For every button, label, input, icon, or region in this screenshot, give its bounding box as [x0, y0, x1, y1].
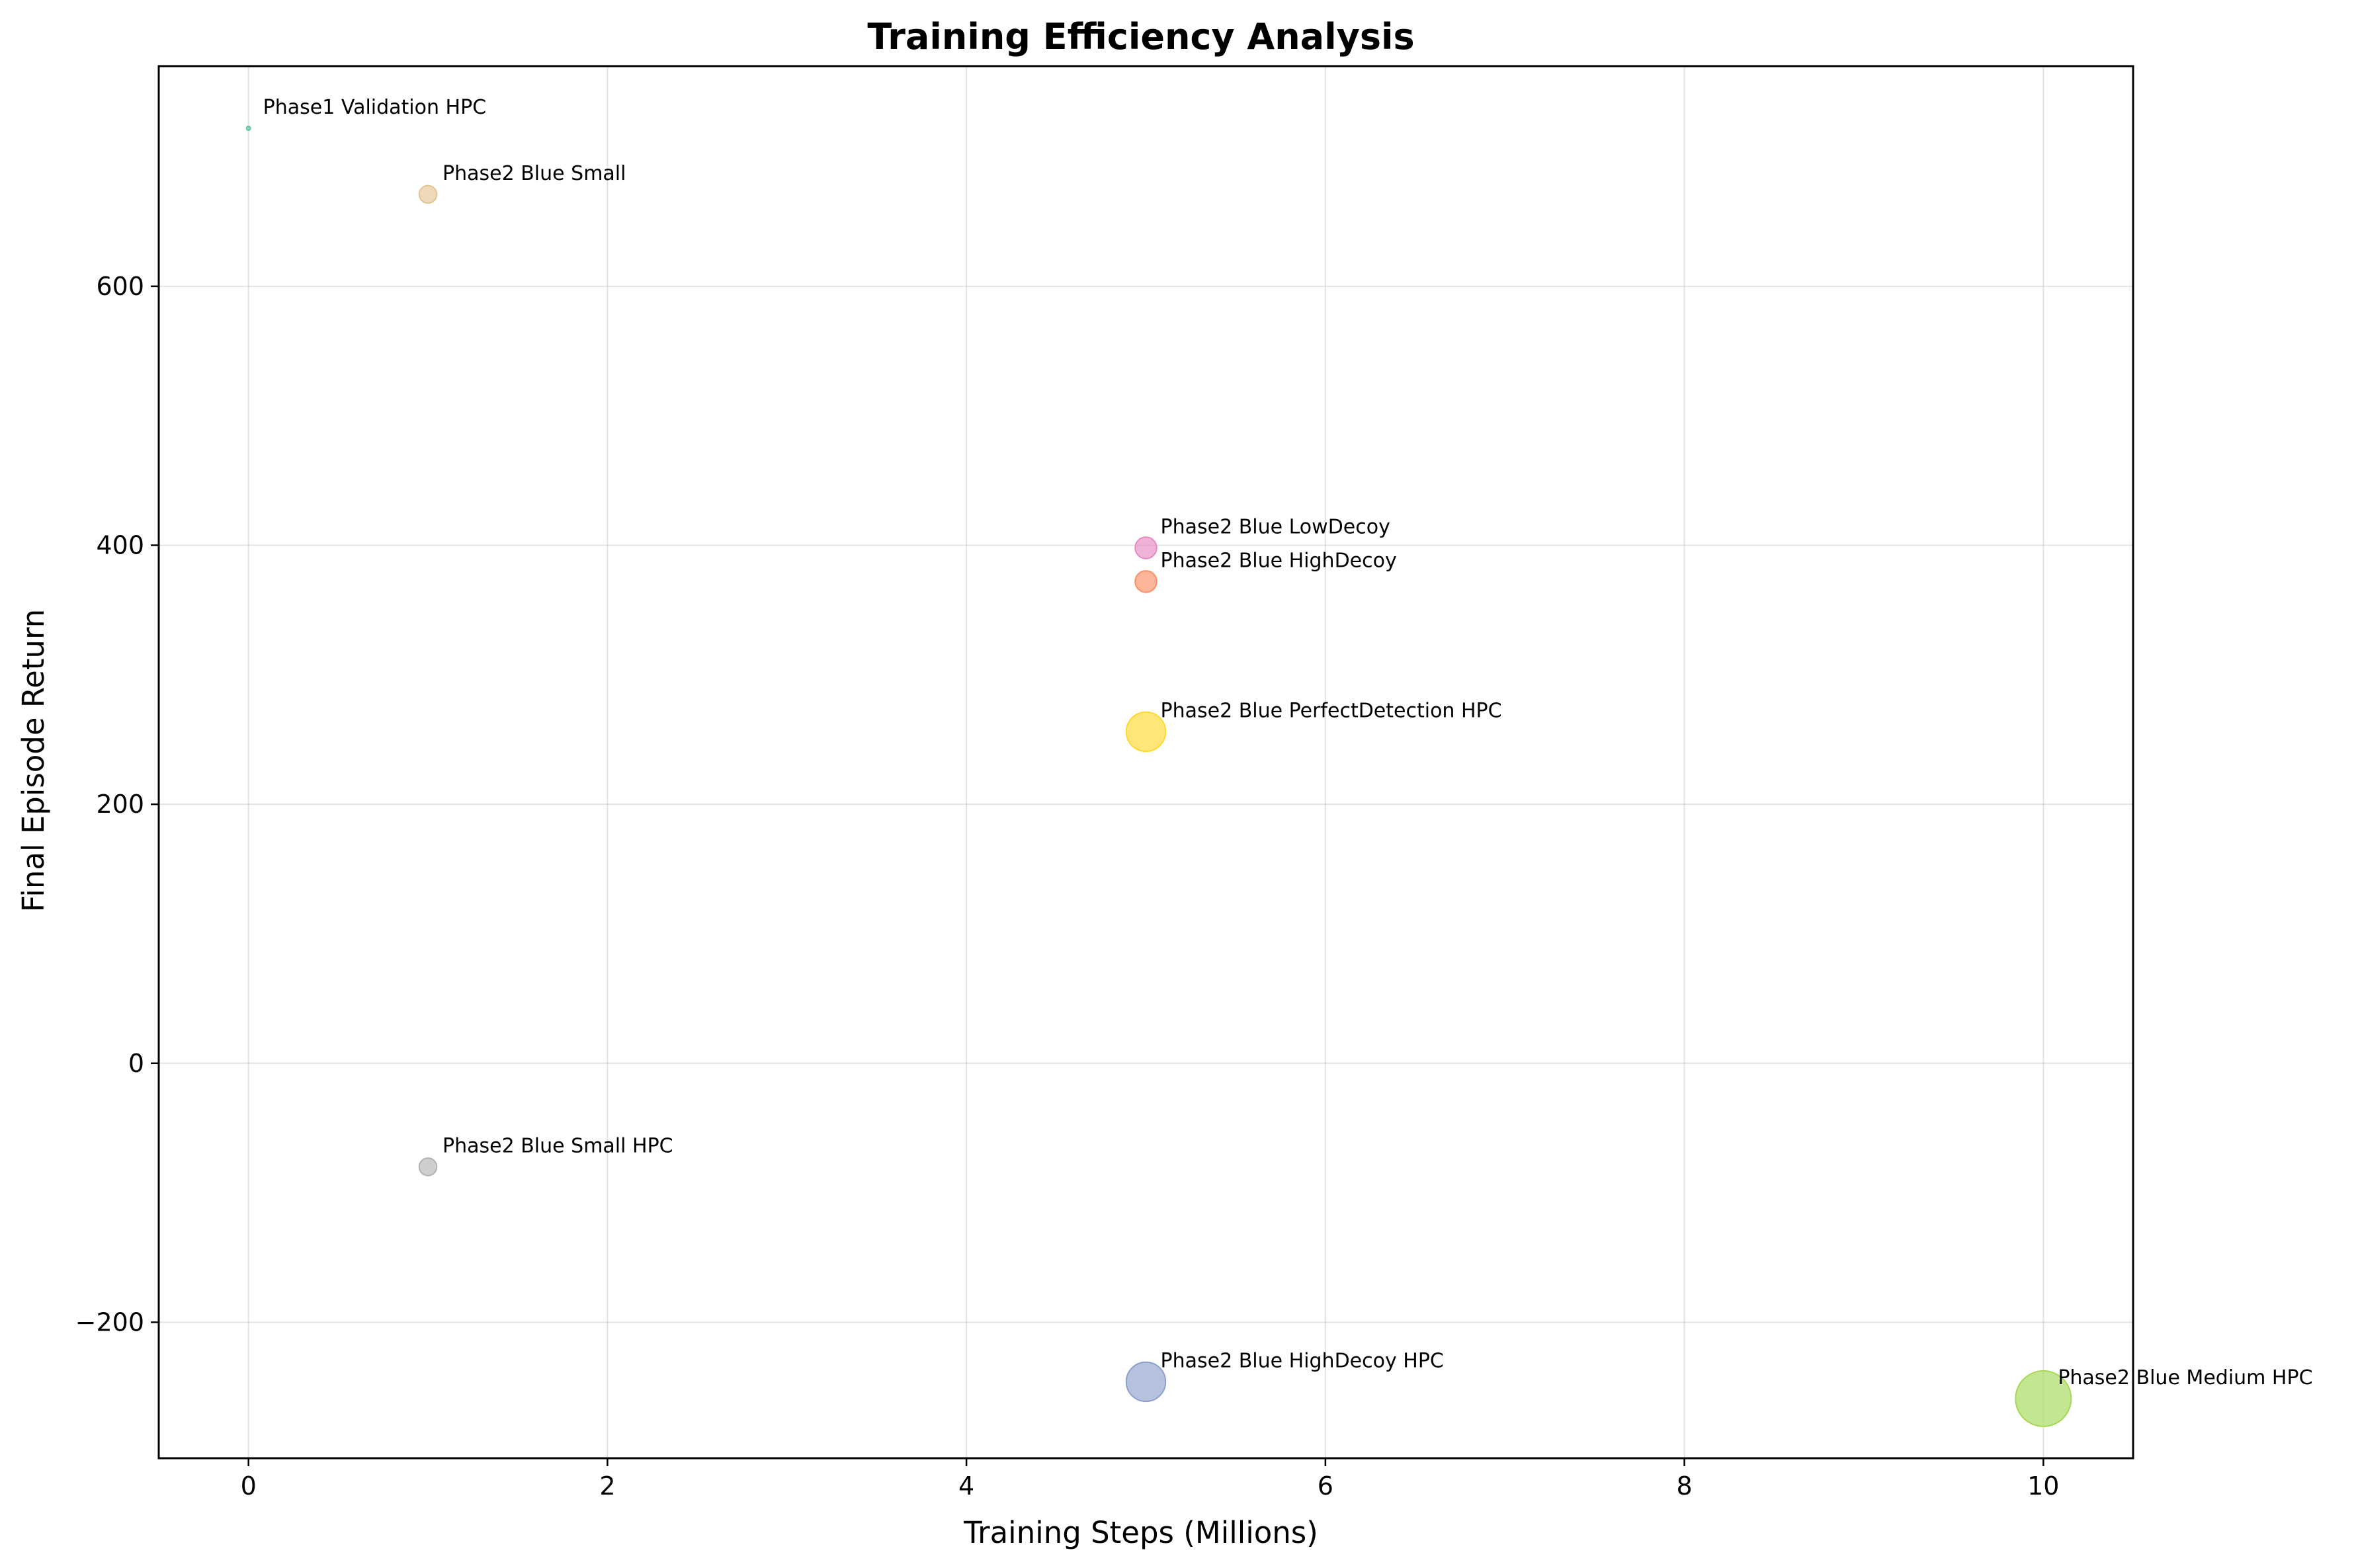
- scatter-point: [2015, 1370, 2072, 1427]
- points-layer: [245, 125, 2072, 1427]
- x-tick-label: 6: [1318, 1471, 1333, 1501]
- annotations-layer: Phase1 Validation HPC Phase2 Blue Small Ph…: [263, 96, 2313, 1389]
- y-tick-label: 600: [96, 272, 144, 301]
- point-annotation: Phase2 Blue PerfectDetection HPC: [1161, 699, 1502, 722]
- y-tick-label: 400: [96, 531, 144, 560]
- point-annotation: Phase2 Blue Small HPC: [442, 1134, 673, 1157]
- scatter-point: [1125, 1361, 1167, 1403]
- scatter-point: [418, 1157, 438, 1176]
- x-tick-label: 2: [599, 1471, 615, 1501]
- scatter-point: [418, 185, 438, 204]
- x-axis-label: Training Steps (Millions): [963, 1515, 1318, 1550]
- y-tick-label: 200: [96, 790, 144, 819]
- plot-frame: [157, 65, 2134, 1460]
- point-annotation: Phase2 Blue Small: [442, 162, 626, 185]
- scatter-point: [1134, 536, 1157, 559]
- point-annotation: Phase1 Validation HPC: [263, 96, 486, 119]
- chart-title: Training Efficiency Analysis: [867, 16, 1414, 58]
- point-annotation: Phase2 Blue HighDecoy HPC: [1161, 1349, 1444, 1372]
- y-tick-label: −200: [75, 1307, 144, 1337]
- scatter-point: [1134, 570, 1157, 593]
- x-tick-label: 10: [2027, 1471, 2059, 1501]
- grid-layer: [159, 66, 2133, 1458]
- tick-layer: 0 2 4 6 8 10 −200 0 200 400 600: [75, 272, 2060, 1501]
- y-tick-label: 0: [128, 1049, 144, 1078]
- y-axis-label: Final Episode Return: [16, 609, 51, 912]
- point-annotation: Phase2 Blue LowDecoy: [1161, 515, 1390, 538]
- x-tick-label: 8: [1676, 1471, 1692, 1501]
- point-annotation: Phase2 Blue HighDecoy: [1161, 549, 1397, 572]
- x-tick-label: 0: [241, 1471, 257, 1501]
- point-annotation: Phase2 Blue Medium HPC: [2058, 1366, 2312, 1389]
- x-tick-label: 4: [958, 1471, 974, 1501]
- scatter-point: [1125, 711, 1167, 753]
- scatter-point: [245, 125, 251, 131]
